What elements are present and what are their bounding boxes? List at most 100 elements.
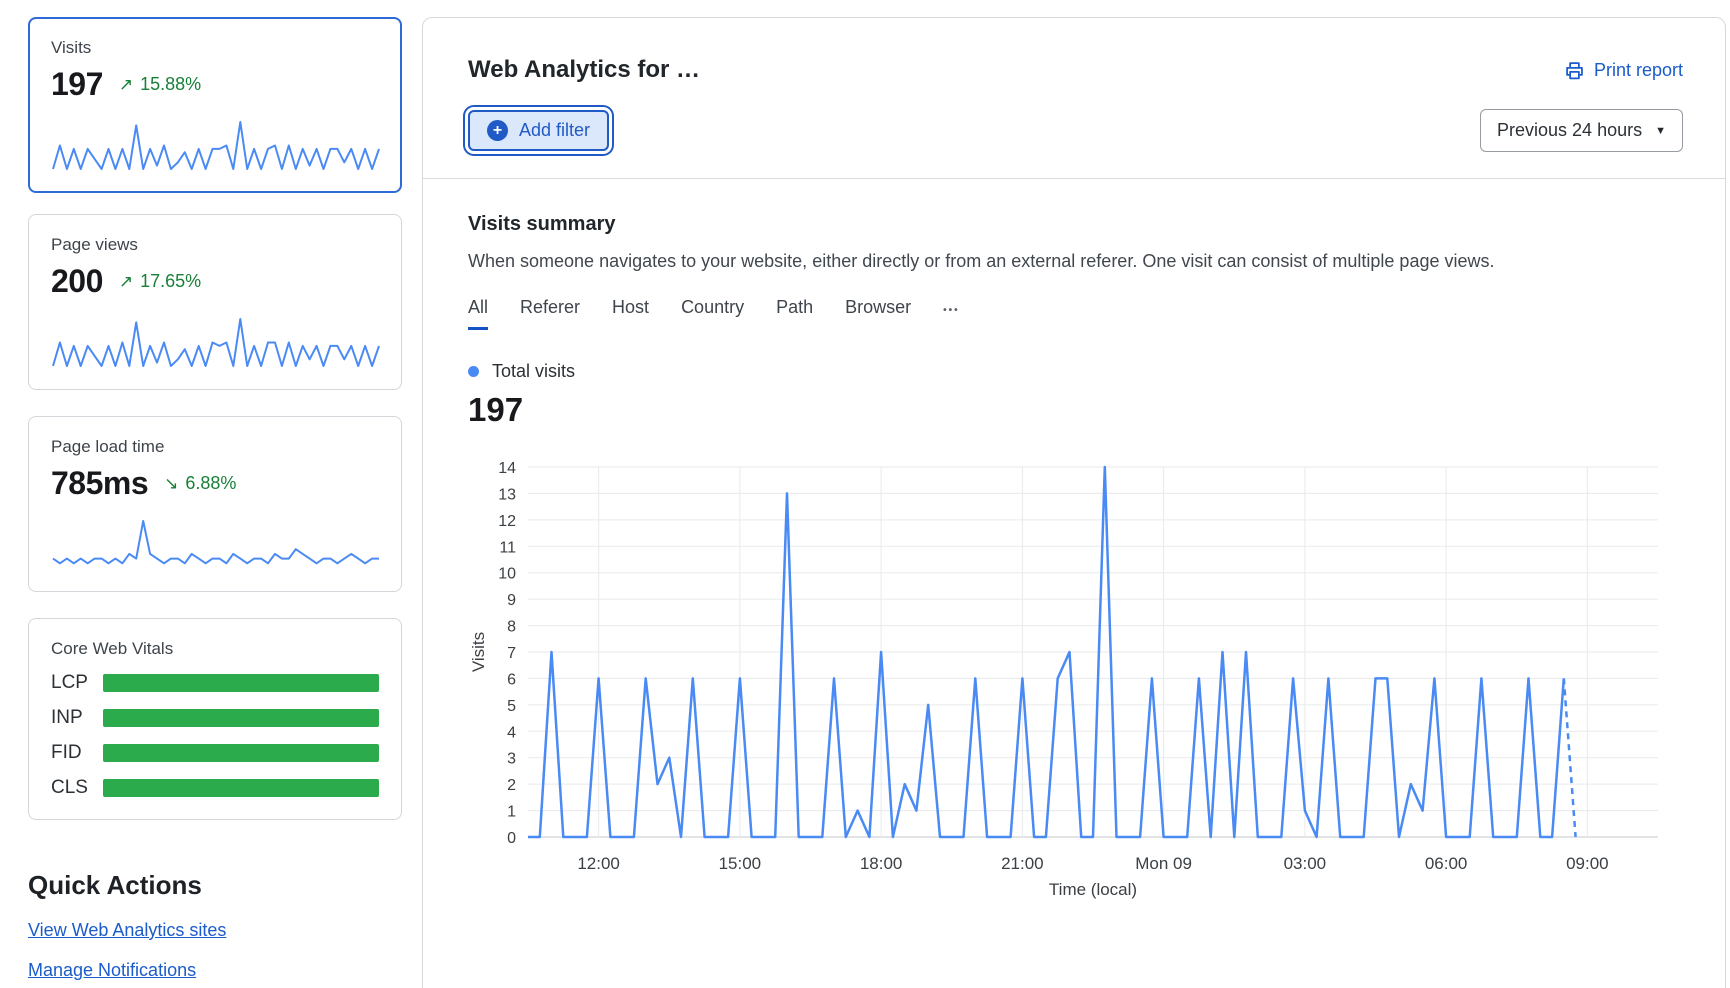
svg-text:3: 3 [507, 751, 516, 768]
svg-text:7: 7 [507, 645, 516, 662]
metric-label: Page views [51, 235, 138, 254]
svg-text:0: 0 [507, 830, 516, 847]
add-filter-button[interactable]: + Add filter [468, 110, 610, 151]
svg-text:09:00: 09:00 [1566, 854, 1609, 873]
metric-value-row: 197 ↗ 15.88% [51, 66, 379, 103]
svg-text:8: 8 [507, 619, 516, 636]
page-title: Web Analytics for … [468, 56, 701, 83]
tab-country[interactable]: Country [681, 297, 745, 317]
svg-text:10: 10 [498, 566, 516, 583]
svg-text:5: 5 [507, 698, 516, 715]
svg-text:4: 4 [507, 724, 516, 741]
core-web-vitals-title: Core Web Vitals [51, 639, 174, 658]
svg-text:2: 2 [507, 777, 516, 794]
cwv-score-bar [103, 779, 379, 797]
svg-text:6: 6 [507, 671, 516, 688]
summary-description: When someone navigates to your website, … [468, 251, 1495, 271]
svg-text:Visits: Visits [469, 632, 488, 672]
total-visits-value: 197 [468, 391, 524, 428]
svg-text:11: 11 [499, 539, 516, 556]
cwv-score-bar [103, 674, 379, 692]
cwv-row-cls: CLS [51, 777, 379, 799]
quick-actions-title: Quick Actions [28, 870, 202, 900]
cwv-score-bar [103, 709, 379, 727]
cwv-row-fid: FID [51, 742, 379, 764]
analytics-panel: Web Analytics for … Print report + Add f… [422, 17, 1726, 988]
time-range-label: Previous 24 hours [1497, 120, 1643, 140]
svg-text:14: 14 [498, 460, 516, 477]
page-load-time-sparkline [52, 520, 379, 565]
svg-text:03:00: 03:00 [1284, 854, 1327, 873]
svg-text:13: 13 [498, 486, 516, 503]
cwv-metric-label: INP [51, 707, 83, 728]
metric-label: Page load time [51, 437, 165, 456]
tab-browser[interactable]: Browser [845, 297, 912, 317]
metric-label: Visits [51, 38, 92, 57]
metric-value: 785ms [51, 465, 149, 501]
tab-path[interactable]: Path [776, 297, 814, 317]
cwv-rows: LCP INP FID CLS [51, 672, 379, 799]
svg-text:06:00: 06:00 [1425, 854, 1468, 873]
page-views-sparkline [52, 318, 380, 367]
metric-value-row: 200 ↗ 17.65% [51, 263, 379, 300]
cwv-metric-label: CLS [51, 777, 88, 798]
time-range-select[interactable]: Previous 24 hours ▼ [1480, 109, 1683, 152]
svg-text:18:00: 18:00 [860, 854, 903, 873]
cwv-row-inp: INP [51, 707, 379, 729]
visits-sparkline [52, 121, 380, 170]
svg-text:Time (local): Time (local) [1049, 880, 1137, 899]
metric-delta: ↘ 6.88% [164, 473, 236, 494]
svg-text:15:00: 15:00 [719, 854, 762, 873]
metric-delta: ↗ 15.88% [119, 74, 201, 95]
legend-dot-icon [468, 366, 479, 377]
chart-legend: Total visits [468, 361, 1683, 382]
link-view-web-analytics-sites[interactable]: View Web Analytics sites [28, 920, 227, 940]
visits-summary-section: Visits summary When someone navigates to… [423, 213, 1725, 905]
metric-value-row: 785ms ↘ 6.88% [51, 465, 379, 502]
print-report-label: Print report [1593, 59, 1683, 80]
metric-value: 200 [51, 263, 103, 299]
trend-down-icon: ↘ [164, 473, 179, 493]
svg-text:Mon 09: Mon 09 [1135, 854, 1192, 873]
tab-more[interactable]: ••• [943, 305, 960, 316]
link-manage-notifications[interactable]: Manage Notifications [28, 960, 197, 980]
metric-delta: ↗ 17.65% [119, 271, 201, 292]
header-divider [423, 178, 1725, 179]
metric-delta-value: 15.88% [140, 74, 202, 94]
svg-text:1: 1 [507, 804, 516, 821]
metric-card-page-views[interactable]: Page views 200 ↗ 17.65% [28, 214, 402, 390]
add-filter-label: Add filter [519, 120, 591, 140]
summary-tabs: All Referer Host Country Path Browser ••• [468, 297, 1683, 330]
metric-card-visits[interactable]: Visits 197 ↗ 15.88% [28, 17, 402, 193]
trend-up-icon: ↗ [118, 74, 134, 94]
tab-host[interactable]: Host [612, 297, 650, 317]
core-web-vitals-card[interactable]: Core Web Vitals LCP INP FID CLS [28, 618, 402, 820]
metric-value: 197 [51, 66, 103, 102]
svg-text:21:00: 21:00 [1001, 854, 1044, 873]
cwv-score-bar [103, 744, 379, 762]
svg-text:9: 9 [507, 592, 516, 609]
cwv-metric-label: FID [51, 742, 82, 763]
tab-referer[interactable]: Referer [520, 297, 581, 317]
metrics-sidebar: Visits 197 ↗ 15.88% Page views 200 ↗ 17.… [28, 17, 402, 988]
legend-label: Total visits [492, 361, 576, 381]
svg-text:12: 12 [498, 513, 516, 530]
plus-icon: + [487, 120, 508, 141]
summary-title: Visits summary [468, 213, 616, 235]
controls-row: + Add filter Previous 24 hours ▼ [423, 109, 1725, 152]
metric-card-page-load-time[interactable]: Page load time 785ms ↘ 6.88% [28, 416, 402, 592]
metric-delta-value: 6.88% [185, 473, 237, 493]
plus-glyph: + [492, 121, 503, 139]
tab-all[interactable]: All [468, 297, 489, 330]
trend-up-icon: ↗ [118, 271, 134, 291]
cwv-row-lcp: LCP [51, 672, 379, 694]
cwv-metric-label: LCP [51, 672, 88, 693]
svg-text:12:00: 12:00 [577, 854, 620, 873]
panel-header: Web Analytics for … Print report [423, 18, 1725, 84]
metric-delta-value: 17.65% [140, 271, 202, 291]
caret-down-icon: ▼ [1655, 124, 1666, 137]
printer-icon [1566, 61, 1583, 79]
print-report-link[interactable]: Print report [1564, 60, 1683, 81]
